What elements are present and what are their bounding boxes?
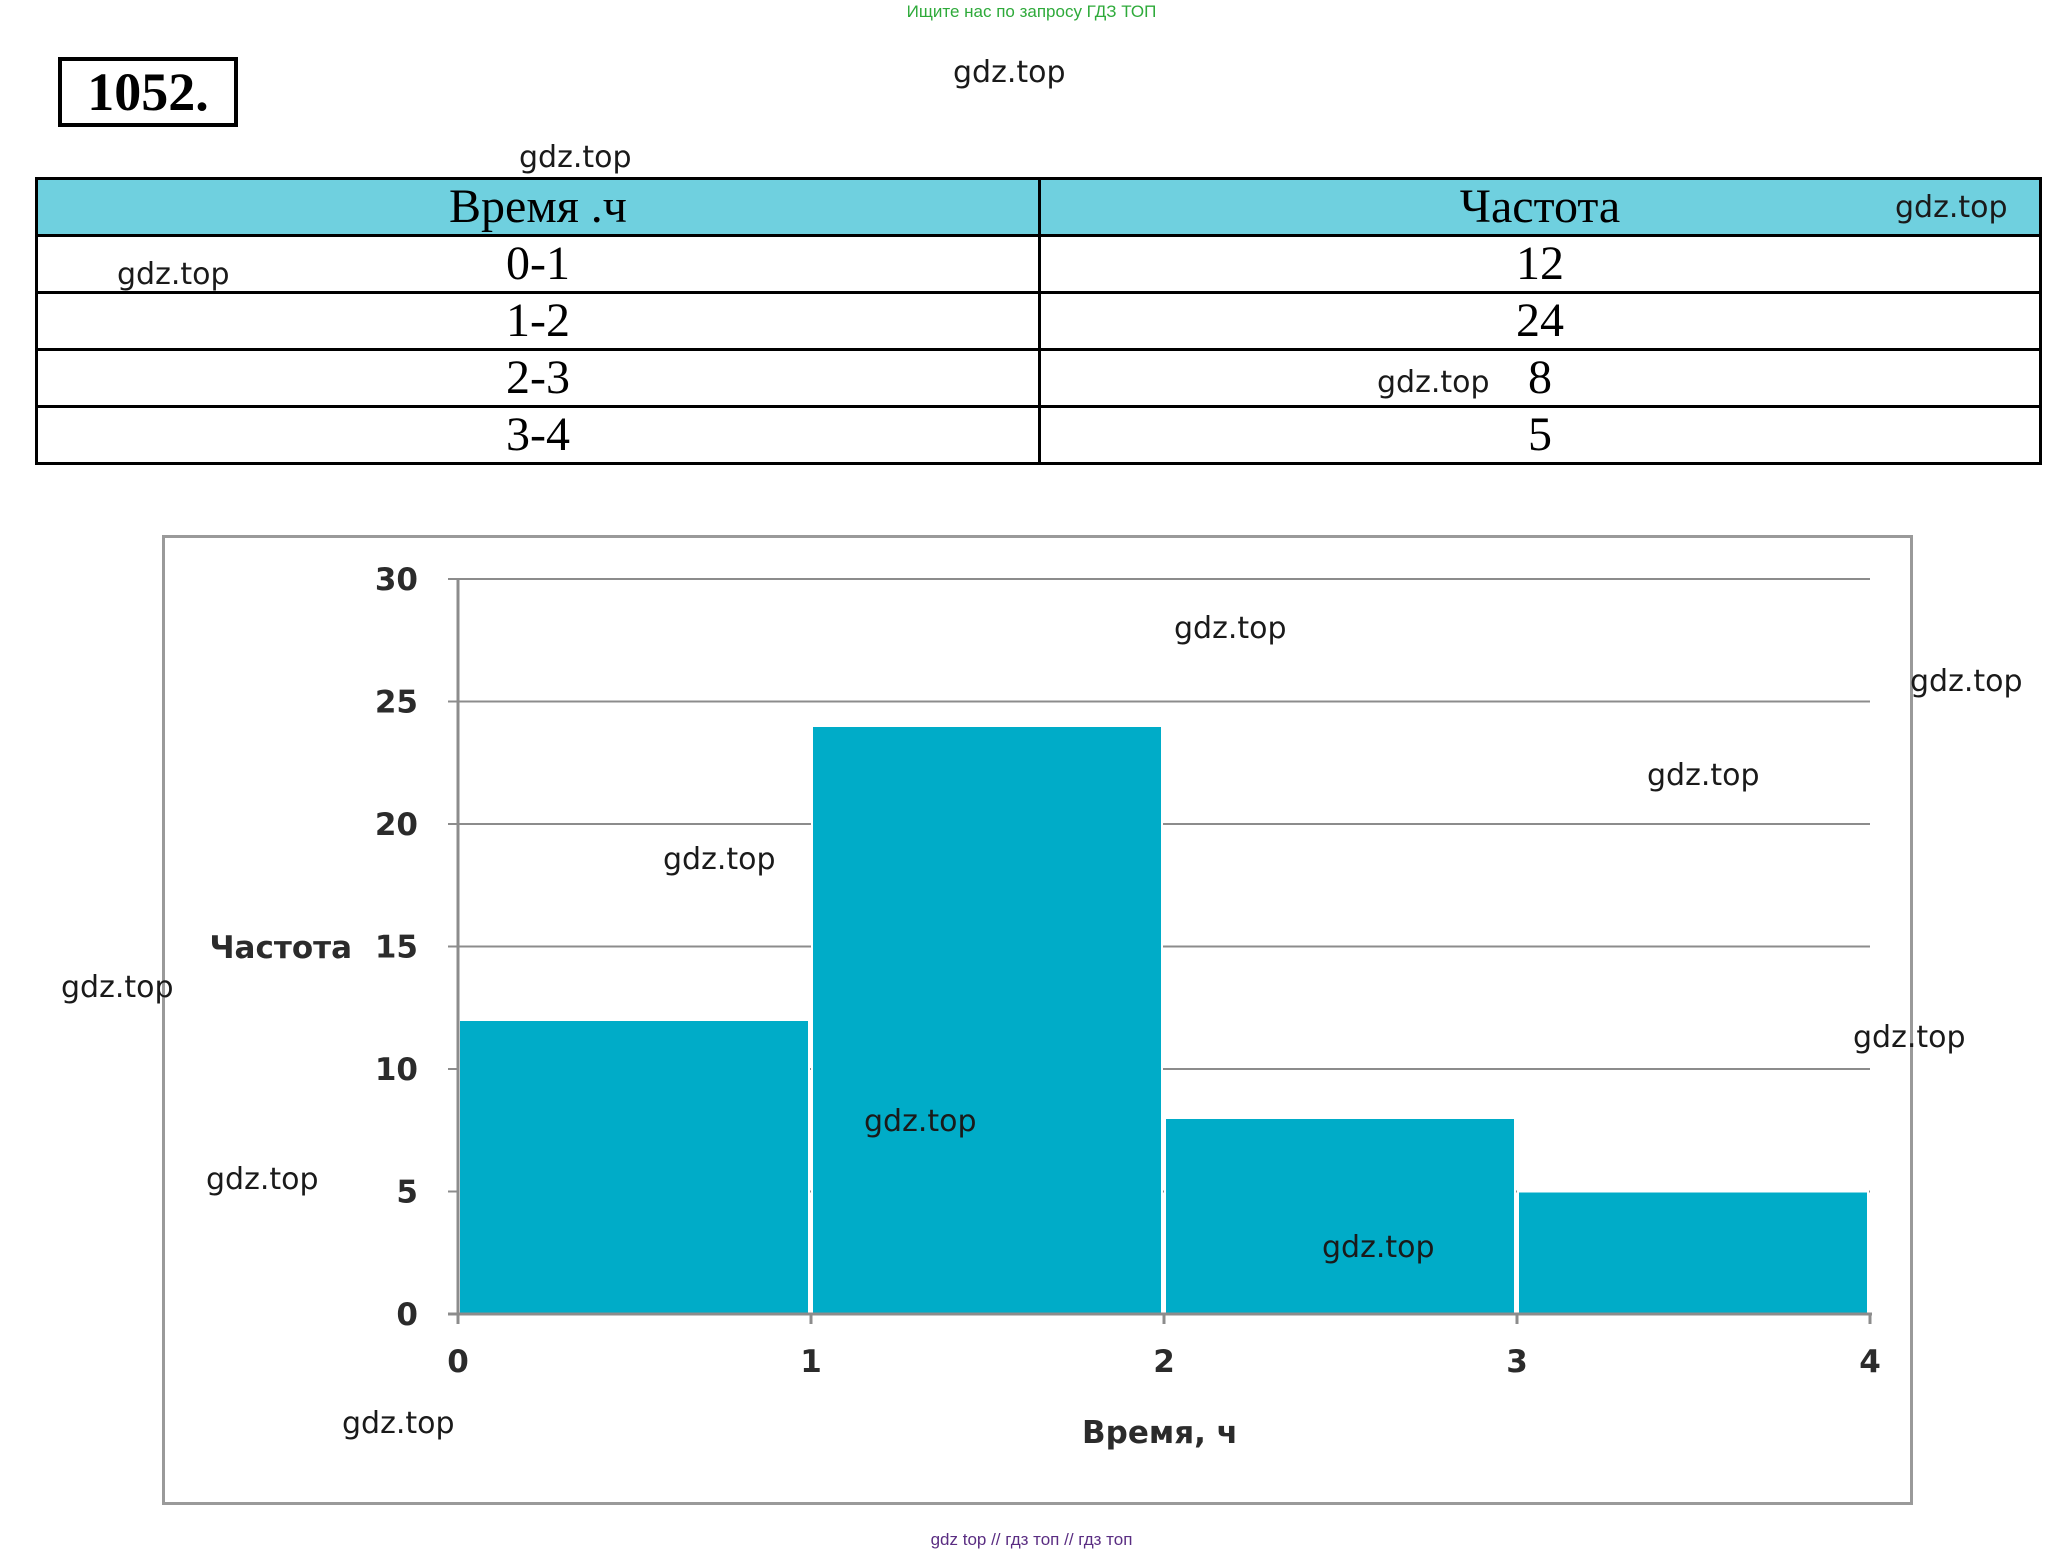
histogram-bar — [811, 725, 1163, 1315]
watermark-text: gdz.top — [1910, 664, 2023, 699]
watermark-text: gdz.top — [864, 1104, 977, 1139]
watermark-text: gdz.top — [61, 970, 174, 1005]
y-tick-label: 30 — [375, 562, 418, 598]
histogram-bar — [1164, 1117, 1516, 1315]
x-tick-label: 1 — [800, 1344, 822, 1380]
cell-time: 3-4 — [35, 405, 1041, 465]
cell-time: 1-2 — [35, 291, 1041, 351]
y-axis-label: Частота — [210, 930, 353, 966]
x-axis-label: Время, ч — [1082, 1415, 1238, 1451]
watermark-text: gdz.top — [206, 1162, 319, 1197]
cell-time: 0-1 — [35, 234, 1041, 294]
cell-time: 2-3 — [35, 348, 1041, 408]
table-row: 3-4 5 — [35, 405, 2042, 465]
y-tick-label: 25 — [375, 685, 418, 721]
table-row: 2-3 8 — [35, 348, 2042, 408]
watermark-text: gdz.top — [342, 1406, 455, 1441]
chart-frame — [162, 535, 1913, 1505]
x-tick-label: 2 — [1153, 1344, 1175, 1380]
watermark-text: gdz.top — [1377, 365, 1490, 400]
watermark-text: gdz.top — [953, 55, 1066, 90]
y-tick-label: 10 — [375, 1052, 418, 1088]
y-tick-label: 15 — [375, 930, 418, 966]
x-tick-label: 3 — [1506, 1344, 1528, 1380]
footer-links: gdz top // гдз топ // гдз топ — [930, 1530, 1133, 1549]
cell-frequency: 5 — [1038, 405, 2042, 465]
y-tick-label: 20 — [375, 807, 418, 843]
watermark-text: gdz.top — [519, 140, 632, 175]
watermark-text: gdz.top — [1322, 1230, 1435, 1265]
table-row: 1-2 24 — [35, 291, 2042, 351]
watermark-text: gdz.top — [1853, 1020, 1966, 1055]
cell-frequency: 8 — [1038, 348, 2042, 408]
watermark-text: gdz.top — [1174, 611, 1287, 646]
cell-frequency: 24 — [1038, 291, 2042, 351]
header-frequency: Частота — [1038, 177, 2042, 237]
watermark-text: gdz.top — [1895, 190, 2008, 225]
watermark-text: gdz.top — [663, 842, 776, 877]
y-tick-label: 0 — [396, 1297, 418, 1333]
watermark-text: gdz.top — [1647, 758, 1760, 793]
x-tick-label: 4 — [1859, 1344, 1881, 1380]
header-time: Время .ч — [35, 177, 1041, 237]
watermark-text: gdz.top — [117, 257, 230, 292]
x-tick-label: 0 — [447, 1344, 469, 1380]
table-row: 0-1 12 — [35, 234, 2042, 294]
y-tick-label: 5 — [396, 1175, 418, 1211]
top-banner: Ищите нас по запросу ГДЗ ТОП — [906, 2, 1157, 21]
cell-frequency: 12 — [1038, 234, 2042, 294]
histogram-bar — [458, 1019, 810, 1315]
histogram-bar — [1517, 1190, 1869, 1315]
frequency-table: Время .ч Частота 0-1 12 1-2 24 2-3 8 3-4… — [35, 177, 2042, 465]
problem-number: 1052. — [58, 57, 238, 127]
table-header-row: Время .ч Частота — [35, 177, 2042, 237]
